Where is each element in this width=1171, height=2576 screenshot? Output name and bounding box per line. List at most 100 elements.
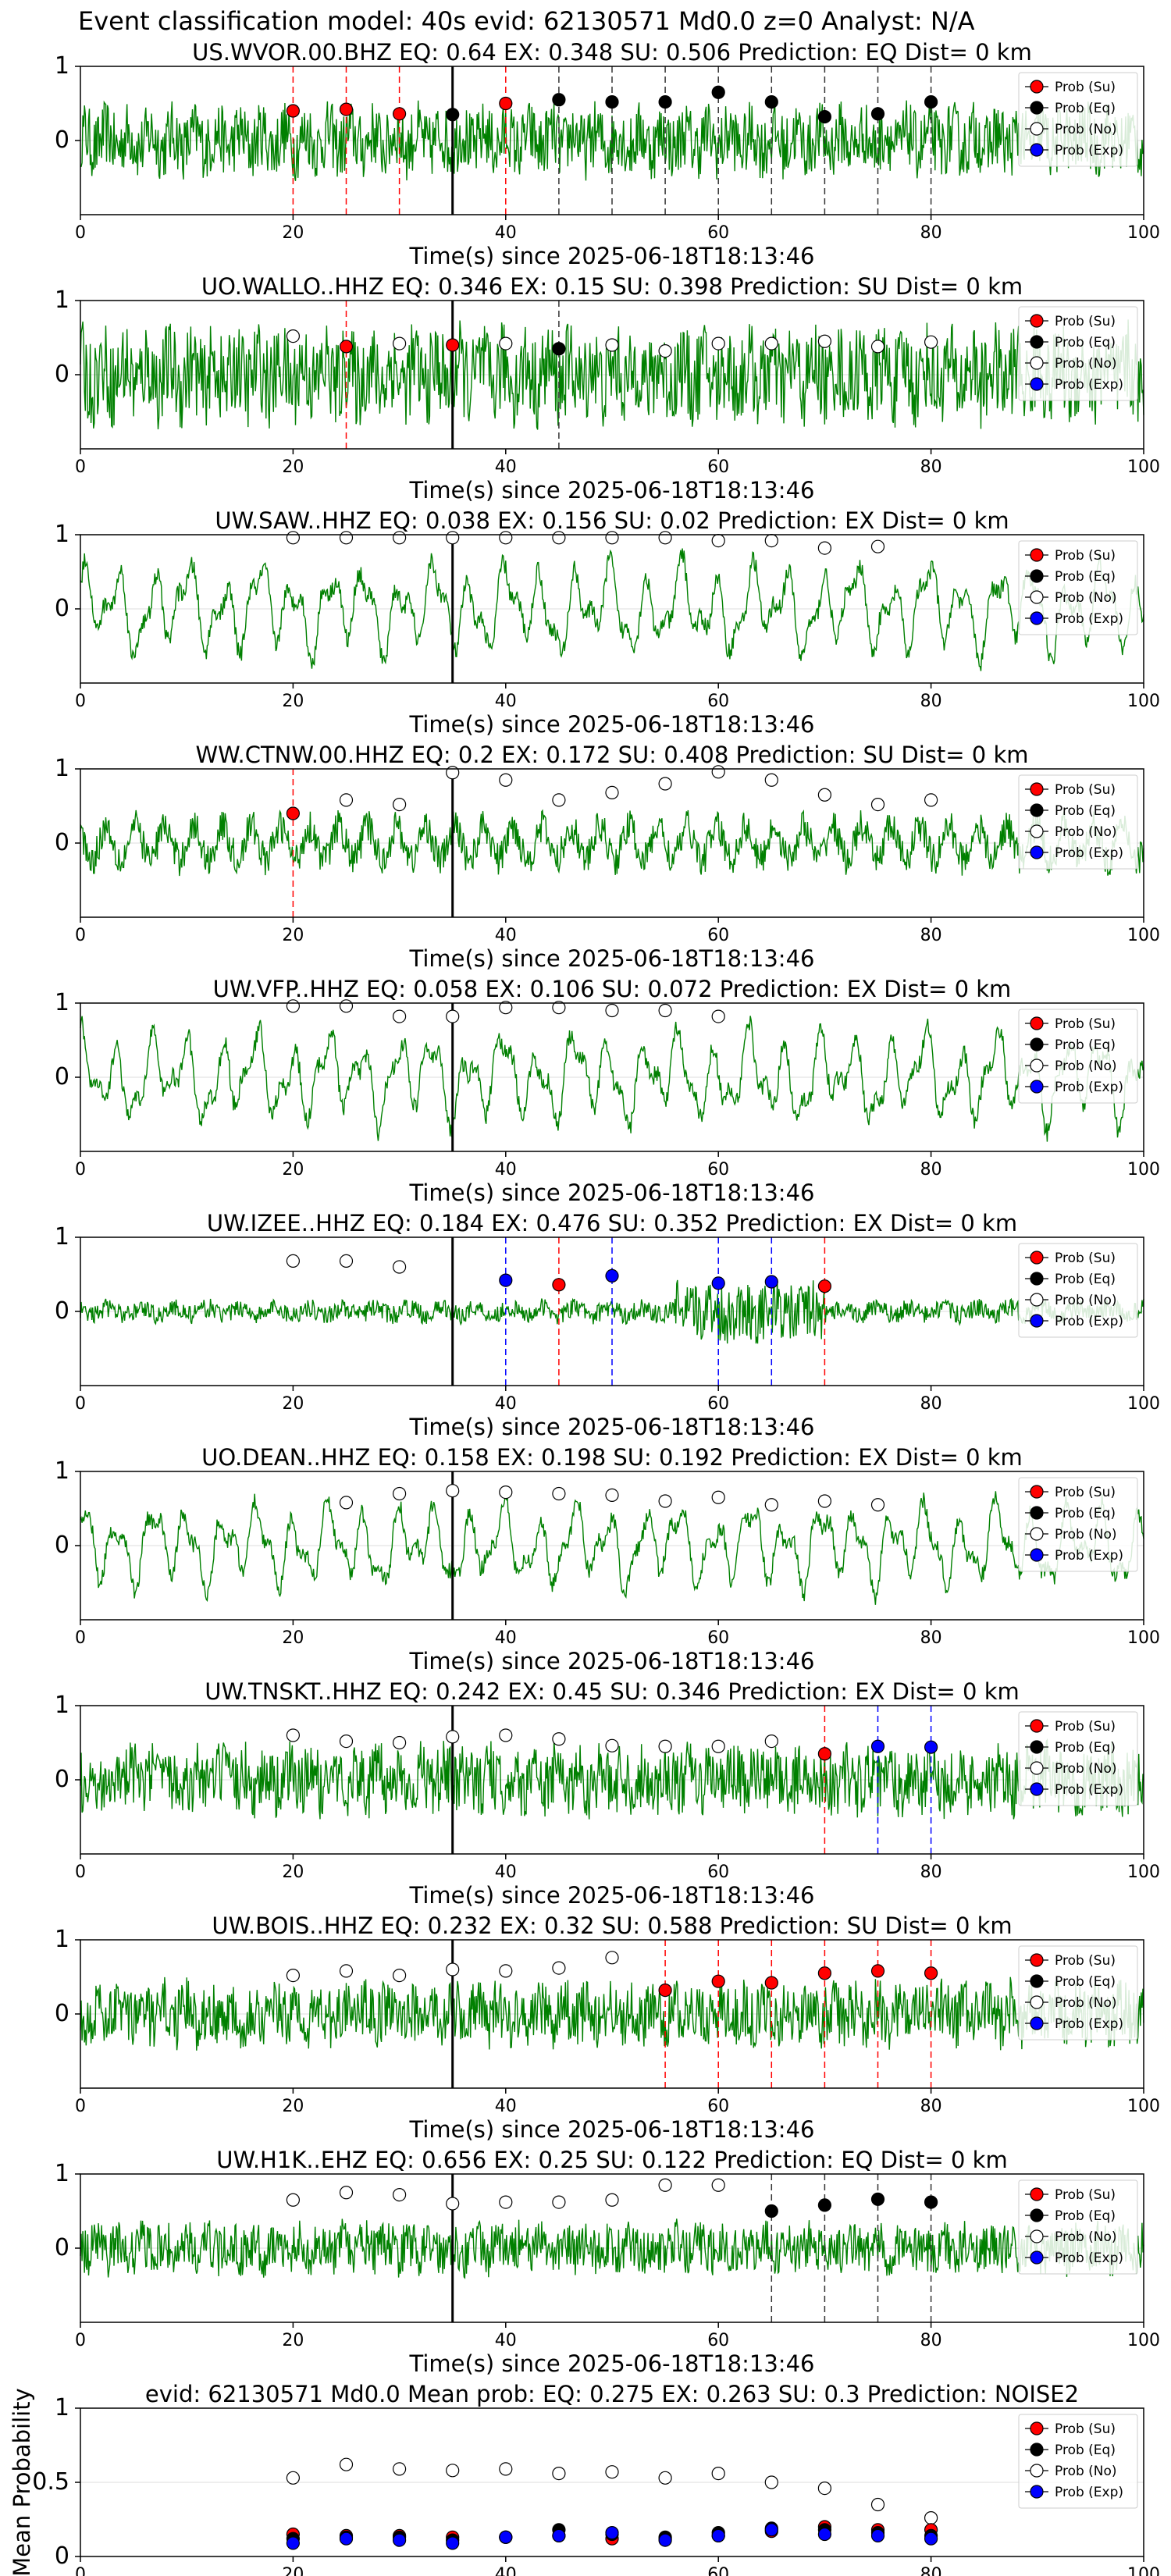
x-tick-label: 0 [75,926,86,945]
prob-marker-no [339,1964,354,1978]
x-tick-label: 60 [707,2097,729,2116]
x-tick-label: 60 [707,926,729,945]
legend-label: Prob (Su) [1055,80,1116,95]
x-tick-label: 20 [282,1863,304,1882]
chart-panel: evid: 62130571 Md0.0 Mean prob: EQ: 0.27… [9,2381,1160,2576]
prob-marker-no [605,531,619,545]
prob-marker-no [711,2178,725,2192]
axes-frame [80,1002,1144,1152]
legend-marker [1030,80,1044,94]
legend-label: Prob (Su) [1055,2421,1116,2437]
prob-marker-no [658,2178,672,2192]
mean-prob-marker-no [393,2462,407,2476]
x-tick-label: 100 [1127,926,1160,945]
panel-title: UW.IZEE..HHZ EQ: 0.184 EX: 0.476 SU: 0.3… [207,1210,1017,1236]
prob-marker-no [393,336,407,350]
chart-panel: WW.CTNW.00.HHZ EQ: 0.2 EX: 0.172 SU: 0.4… [55,742,1160,972]
x-tick-label: 0 [75,1394,86,1414]
legend-label: Prob (Eq) [1055,569,1116,585]
legend-label: Prob (Su) [1055,1485,1116,1500]
prob-marker-no [339,531,354,545]
x-tick-label: 100 [1127,1160,1160,1179]
legend-box [1018,774,1138,870]
legend-marker [1030,1037,1044,1051]
legend-label: Prob (Eq) [1055,1506,1116,1521]
x-tick-label: 80 [920,2097,942,2116]
x-axis-label: Time(s) since 2025-06-18T18:13:46 [409,711,815,738]
prob-marker-eq [446,108,460,122]
prob-marker-no [711,1490,725,1504]
axes-frame [80,534,1144,684]
prob-marker-no [605,1951,619,1965]
y-tick-label: 0 [55,1063,69,1091]
x-tick-label: 100 [1127,2565,1160,2576]
prob-marker-no [286,999,300,1013]
prob-marker-no [552,793,566,807]
chart-panel: UW.VFP..HHZ EQ: 0.058 EX: 0.106 SU: 0.07… [55,976,1160,1206]
prob-marker-su [817,1966,832,1980]
axes-frame [80,300,1144,450]
x-tick-label: 0 [75,2565,86,2576]
legend-marker [1030,2421,1044,2435]
prob-marker-no [339,2186,354,2200]
prob-marker-ex [924,1740,938,1754]
mean-prob-marker-ex [339,2532,354,2546]
legend-label: Prob (Exp) [1055,2250,1123,2266]
y-tick-label: 0 [55,595,69,622]
legend-marker [1030,101,1044,115]
x-tick-label: 0 [75,2331,86,2350]
prob-marker-no [658,531,672,545]
mean-prob-marker-no [817,2482,832,2496]
x-tick-label: 60 [707,692,729,711]
mean-prob-marker-ex [764,2523,778,2537]
legend-marker [1030,2229,1044,2243]
x-tick-label: 100 [1127,1394,1160,1414]
prob-marker-no [499,531,513,545]
panels: US.WVOR.00.BHZ EQ: 0.64 EX: 0.348 SU: 0.… [9,39,1160,2576]
panel-title: UW.VFP..HHZ EQ: 0.058 EX: 0.106 SU: 0.07… [213,976,1012,1002]
prob-marker-eq [764,2204,778,2218]
chart-panel: UW.SAW..HHZ EQ: 0.038 EX: 0.156 SU: 0.02… [55,507,1160,738]
prob-marker-no [446,1009,460,1023]
legend-label: Prob (Su) [1055,782,1116,798]
legend-label: Prob (Exp) [1055,1782,1123,1798]
prob-marker-eq [817,110,832,124]
legend-label: Prob (Eq) [1055,335,1116,350]
y-tick-label: 1 [55,2160,69,2187]
prob-marker-no [446,531,460,545]
legend-box [1018,1243,1138,1338]
x-tick-label: 40 [495,692,517,711]
x-tick-label: 60 [707,2565,729,2576]
x-tick-label: 20 [282,692,304,711]
legend-label: Prob (Exp) [1055,143,1123,158]
x-tick-label: 100 [1127,223,1160,243]
y-tick-label: 1 [55,1457,69,1485]
prob-marker-no [817,1494,832,1508]
prob-marker-no [764,1735,778,1749]
x-tick-label: 0 [75,2097,86,2116]
prob-marker-no [711,765,725,779]
prob-marker-no [552,2195,566,2209]
x-tick-label: 20 [282,926,304,945]
prob-marker-no [711,533,725,548]
legend-marker [1030,377,1044,391]
mean-prob-marker-no [286,2471,300,2485]
axes-frame [80,1236,1144,1386]
x-tick-label: 80 [920,926,942,945]
waveform-trace [80,1016,1144,1142]
legend-label: Prob (No) [1055,1059,1117,1074]
chart-panel: UO.WALLO..HHZ EQ: 0.346 EX: 0.15 SU: 0.3… [55,273,1160,503]
prob-marker-no [658,1739,672,1753]
legend-marker [1030,1548,1044,1562]
prob-marker-no [552,1001,566,1015]
legend-label: Prob (Exp) [1055,2016,1123,2032]
x-tick-label: 0 [75,223,86,243]
legend-label: Prob (No) [1055,1761,1117,1777]
x-tick-label: 20 [282,2331,304,2350]
x-tick-label: 20 [282,457,304,477]
prob-marker-no [605,1003,619,1018]
x-tick-label: 80 [920,223,942,243]
x-tick-label: 40 [495,2331,517,2350]
x-tick-label: 20 [282,1628,304,1648]
